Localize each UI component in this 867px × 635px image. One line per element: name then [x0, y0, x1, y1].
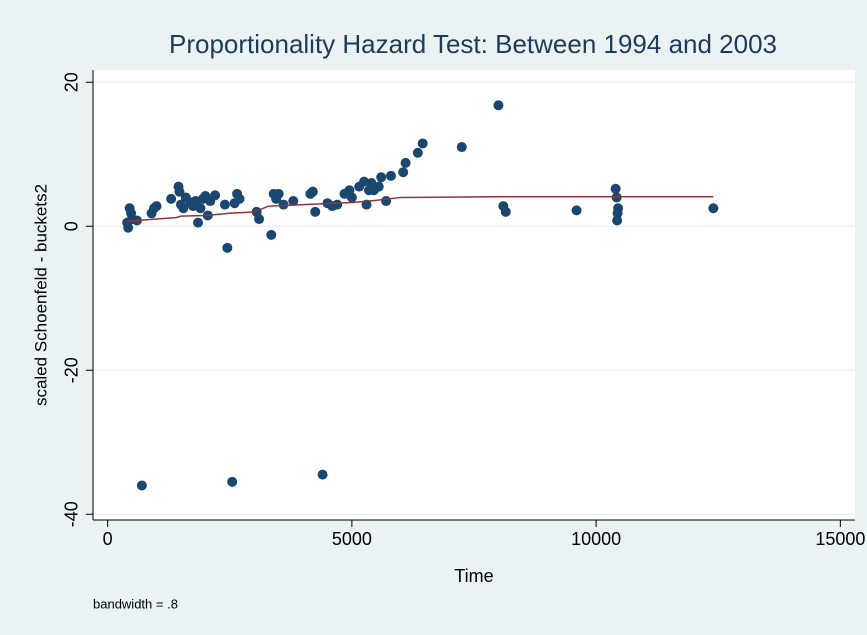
point: [381, 196, 392, 207]
note: bandwidth = .8: [93, 596, 178, 611]
point: [346, 192, 357, 203]
point: [385, 170, 396, 181]
point: [278, 199, 289, 210]
point: [412, 147, 423, 158]
plot-area: [93, 70, 855, 520]
point: [136, 480, 147, 491]
point: [612, 208, 623, 219]
x-axis-label: Time: [454, 566, 493, 586]
point: [400, 157, 411, 168]
point: [151, 201, 162, 212]
point: [195, 203, 206, 214]
point: [493, 100, 504, 111]
point: [193, 217, 204, 228]
point: [307, 186, 318, 197]
point: [310, 206, 321, 217]
point: [266, 229, 277, 240]
x-tick-label: 15000: [815, 529, 865, 549]
fit-line: [127, 195, 714, 222]
x-tick-label: 10000: [571, 529, 621, 549]
point: [178, 203, 189, 214]
point: [571, 205, 582, 216]
chart-title: Proportionality Hazard Test: Between 199…: [169, 29, 777, 59]
point: [222, 242, 233, 253]
point: [166, 193, 177, 204]
point: [317, 469, 328, 480]
point: [273, 188, 284, 199]
point: [373, 181, 384, 192]
point: [219, 199, 230, 210]
y-axis-label: scaled Schoenfeld - buckets2: [31, 184, 50, 406]
y-tick-label: 0: [62, 221, 82, 231]
x-tick-label: 5000: [332, 529, 372, 549]
point: [123, 222, 134, 233]
point: [610, 183, 621, 194]
point: [708, 203, 719, 214]
point: [612, 215, 623, 226]
point: [332, 199, 343, 210]
point: [288, 196, 299, 207]
point: [254, 214, 265, 225]
y-tick-label: -20: [62, 357, 82, 383]
point: [210, 190, 221, 201]
point: [376, 172, 387, 183]
point: [398, 167, 409, 178]
y-tick-label: -40: [62, 501, 82, 527]
y-tick-label: 20: [62, 72, 82, 92]
point: [174, 186, 185, 197]
point: [417, 138, 428, 149]
point: [227, 476, 238, 487]
point: [500, 206, 511, 217]
point: [234, 193, 245, 204]
x-tick-label: 0: [103, 529, 113, 549]
point: [456, 142, 467, 153]
